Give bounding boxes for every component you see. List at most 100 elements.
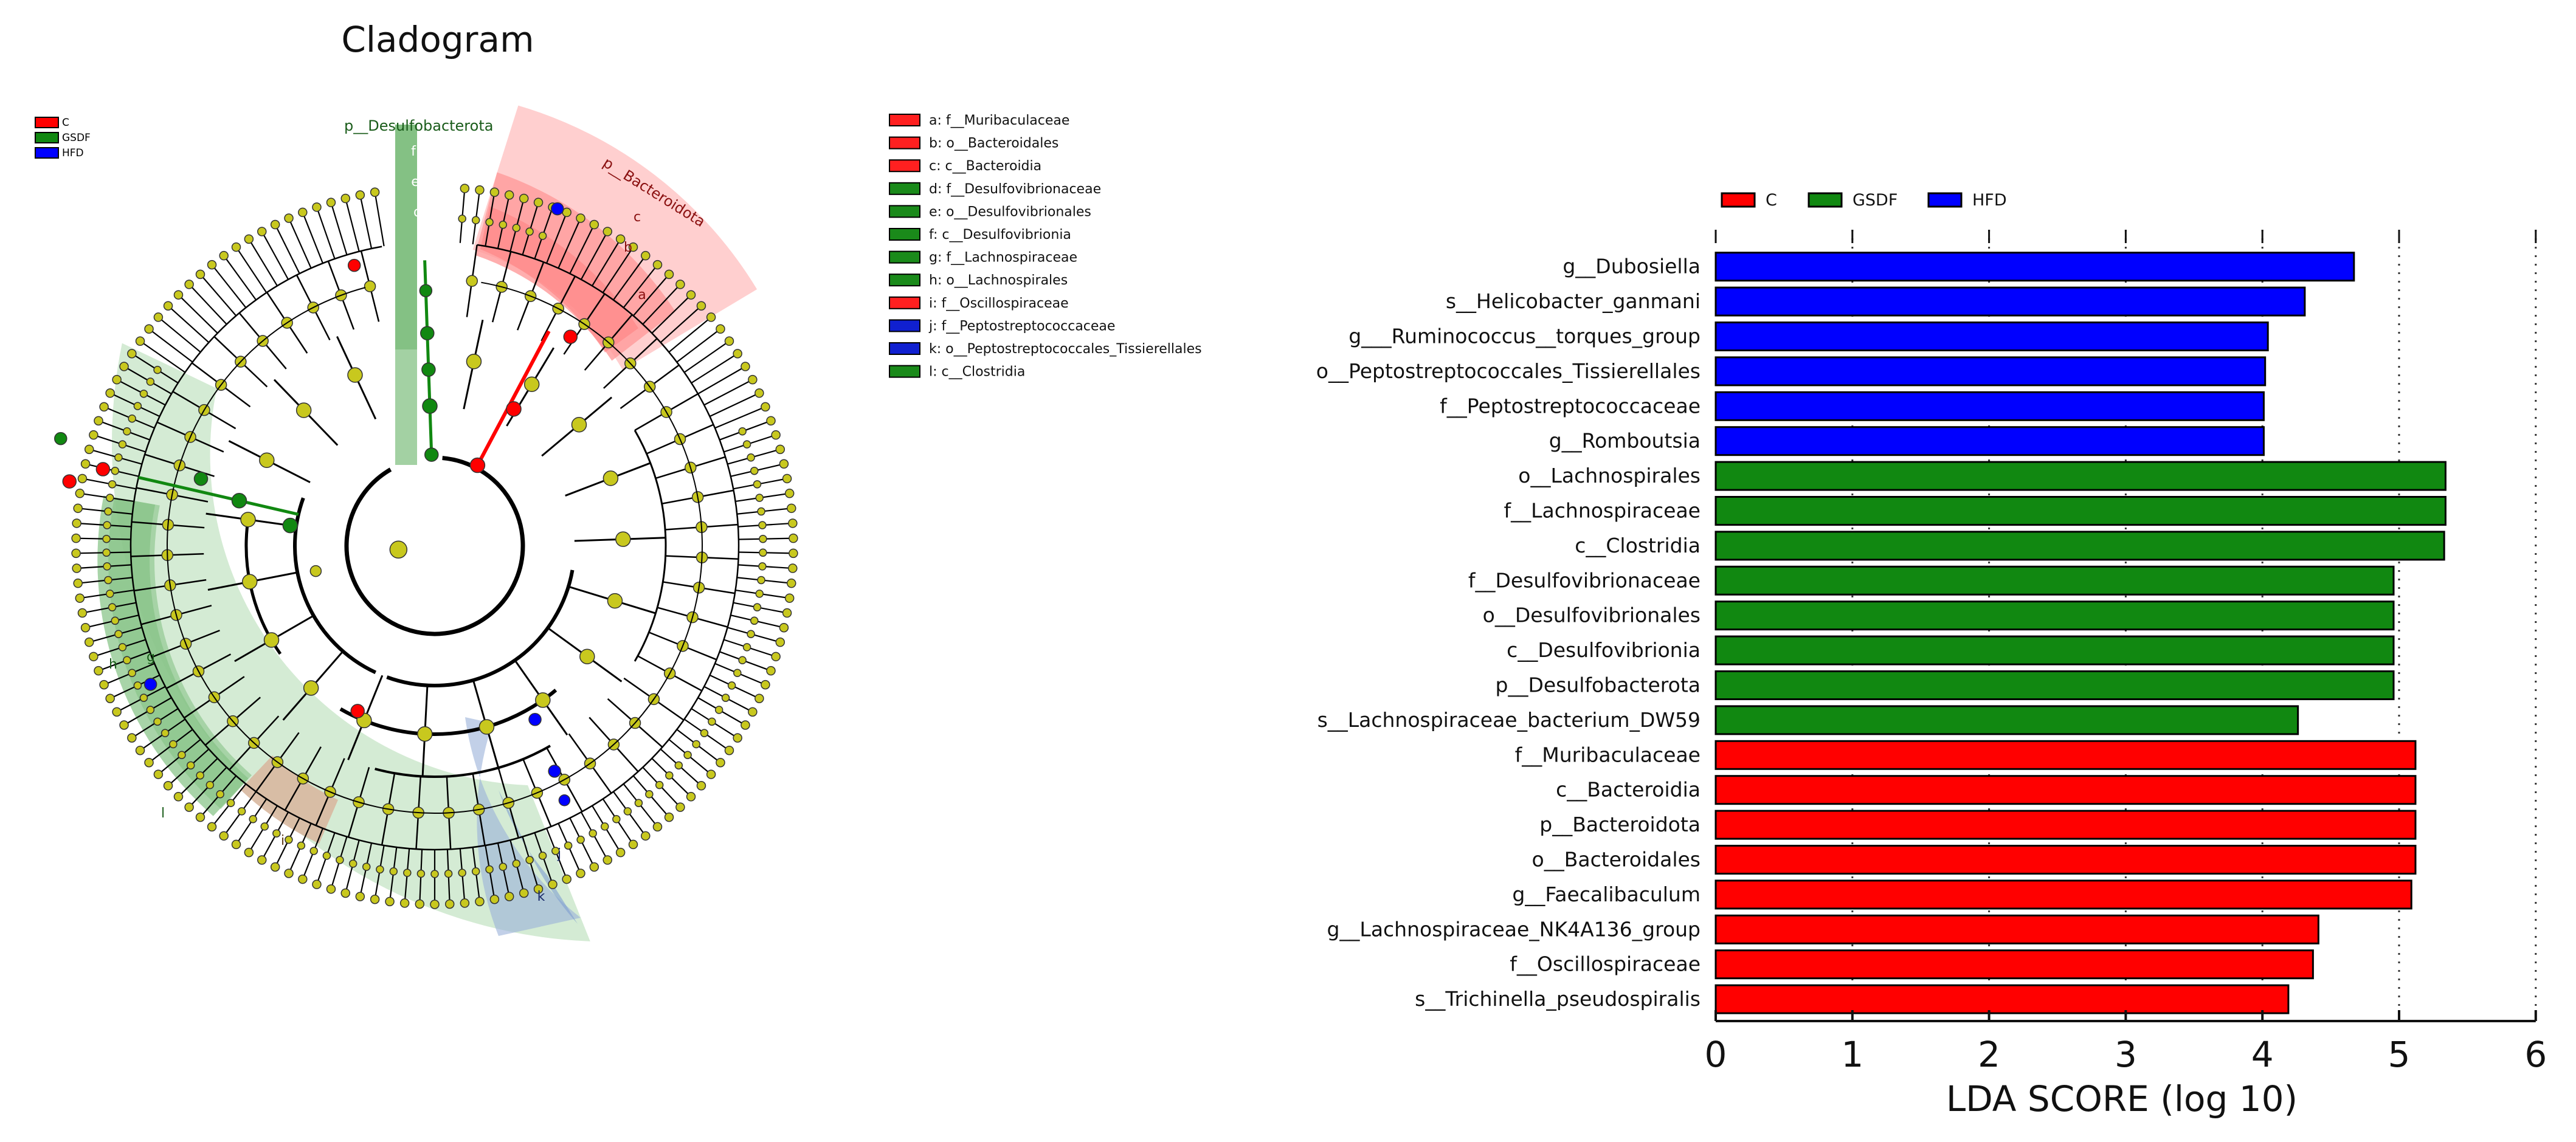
tree-node [564,841,573,850]
lda-category-label: p__Bacteroidota [1539,813,1701,836]
tree-node [771,652,781,662]
tree-node [133,681,142,690]
tree-node [475,896,485,907]
tree-node [664,269,674,280]
lda-legend-label-c: C [1766,191,1777,210]
tree-branch [580,231,609,280]
tree-node [499,221,508,229]
tree-branch [676,328,721,363]
tree-node [399,898,410,908]
tree-node [788,563,798,573]
tree-branch [316,207,336,260]
tree-node [750,466,759,475]
tree-node [108,603,117,611]
tree-branch [374,192,385,247]
tree-node [512,859,521,868]
tree-node [754,693,764,703]
tree-node [757,576,765,585]
tree-arc [344,456,525,636]
sector-lachnospiraceae [108,497,252,809]
tree-node [257,227,267,236]
tree-node [111,466,120,475]
label-g: g [147,650,155,665]
tree-branch [274,224,300,274]
tree-node [623,807,632,816]
tree-node [741,720,750,730]
tree-arc [386,569,575,687]
tree-node [416,869,426,878]
tree-branch [345,198,360,252]
tree-node [241,574,258,590]
tree-branch [703,379,753,406]
lda-bar [1714,984,2290,1014]
tree-node [105,693,115,703]
tree-node [127,349,137,359]
tree-node [370,187,380,198]
tree-node [71,533,81,543]
tree-arc [634,430,667,662]
tree-node [641,831,651,841]
tree-node [127,733,137,743]
tree-branch [211,264,247,308]
tree-node [499,862,508,871]
tree-node [716,324,725,334]
tree-node [757,507,765,516]
tree-branch [683,340,730,373]
lda-bar [1714,914,2319,944]
tree-node [683,751,692,759]
key-legend-label: a: f__Muribaculaceae [929,113,1069,128]
tree-node [645,790,654,799]
lda-bar [1714,461,2447,491]
label-l: l [161,806,165,821]
key-legend-label: l: c__Clostridia [929,365,1025,380]
tree-node [485,865,494,874]
tree-node [297,841,306,850]
tree-node [298,207,308,218]
tree-branch [223,255,257,301]
tree-node [615,847,626,858]
tree-node [73,503,83,514]
tree-node [562,874,571,884]
tree-node [753,603,762,611]
tree-node [114,630,123,638]
tree-node [84,637,94,647]
tree-node [312,879,322,889]
lda-category-label: g___Ruminococcus__torques_group [1348,325,1701,348]
tree-node [80,459,91,469]
tree-node [135,336,145,346]
lda-bar [1714,391,2265,421]
tree-node [733,733,742,743]
sector-bacteroidota [472,105,758,370]
lda-bar [1714,496,2447,526]
tree-node [263,632,280,648]
tree-node [784,593,795,603]
key-legend-label: h: o__Lachnospirales [929,273,1068,288]
clade-sectors [97,105,758,941]
lda-category-label: s__Lachnospiraceae_bacterium_DW59 [1317,708,1701,732]
tree-node [789,548,798,559]
key-legend-label: j: f__Peptostreptococcaceae [928,318,1115,334]
tree-node [99,402,109,412]
lda-legend: C GSDF HFD [1721,191,2007,210]
tree-node [370,894,380,904]
tree-node [146,706,155,714]
cladogram-group-legend: C GSDF HFD [35,117,91,159]
tree-node [195,812,205,822]
key-legend-label: c: c__Bacteroidia [929,159,1041,174]
tree-node [119,362,129,371]
tree-node [94,666,103,676]
tree-node [727,681,736,690]
tree-node [675,280,685,289]
tree-node [312,202,322,212]
tree-node [750,616,759,625]
tree-node [259,452,275,469]
lda-bar [1714,252,2355,282]
tree-node [759,548,767,557]
lda-category-label: g__Dubosiella [1563,255,1701,278]
tree-node [153,769,164,779]
tree-node [336,856,344,864]
lda-category-label: s__Helicobacter_ganmani [1446,289,1701,313]
tree-node [240,512,256,528]
lda-legend-label-gsdf: GSDF [1853,191,1897,210]
